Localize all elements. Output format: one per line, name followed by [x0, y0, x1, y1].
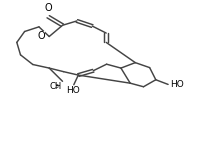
Text: HO: HO: [65, 86, 79, 95]
Text: O: O: [44, 3, 52, 13]
Text: HO: HO: [170, 80, 183, 89]
Text: 3: 3: [55, 84, 59, 89]
Text: CH: CH: [49, 82, 61, 91]
Text: O: O: [37, 32, 44, 41]
